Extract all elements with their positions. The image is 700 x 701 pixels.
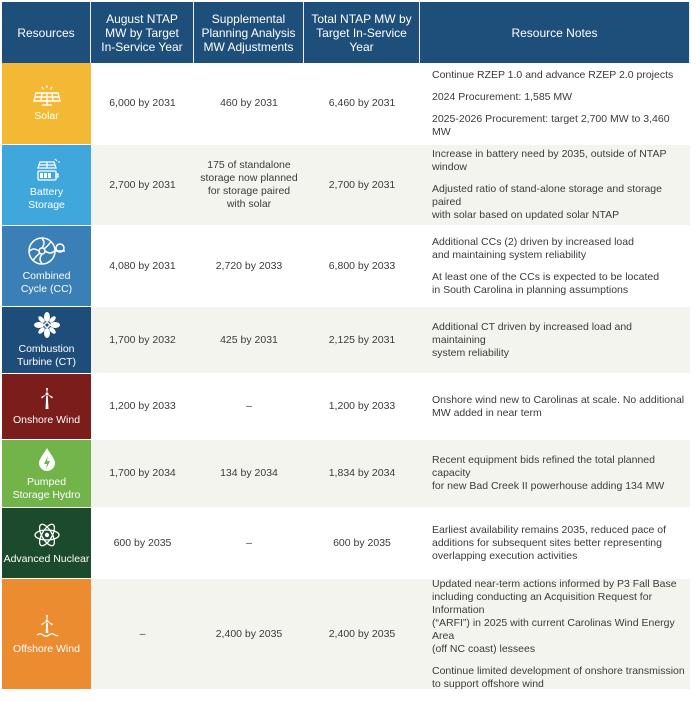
note-line: At least one of the CCs is expected to b… (432, 270, 660, 296)
atom-icon (33, 521, 61, 553)
resource-notes: Earliest availability remains 2035, redu… (420, 508, 690, 579)
adjustment-value: 2,720 by 2033 (194, 226, 304, 307)
total-value: 2,700 by 2031 (304, 145, 420, 226)
adjustment-value: – (194, 374, 304, 440)
note-line: Additional CCs (2) driven by increased l… (432, 235, 634, 261)
resource-cell: Advanced Nuclear (2, 508, 91, 579)
resource-label: Battery Storage (28, 186, 65, 211)
solar-panel-icon (32, 84, 62, 110)
adjustment-value: 2,400 by 2035 (194, 579, 304, 690)
total-value: 6,460 by 2031 (304, 63, 420, 145)
adjustment-value: – (194, 508, 304, 579)
ntap-value: 1,700 by 2032 (91, 307, 194, 374)
ntap-value: 4,080 by 2031 (91, 226, 194, 307)
fan-icon (33, 311, 61, 343)
resource-label: Combustion Turbine (CT) (16, 343, 77, 368)
resource-cell: Battery Storage (2, 145, 91, 226)
resource-cell: Solar (2, 63, 91, 145)
total-value: 1,200 by 2033 (304, 374, 420, 440)
resource-cell: Onshore Wind (2, 374, 91, 440)
battery-solar-icon (32, 158, 62, 186)
resource-cell: Combined Cycle (CC) (2, 226, 91, 307)
resource-notes: Continue RZEP 1.0 and advance RZEP 2.0 p… (420, 63, 690, 145)
resource-label: Advanced Nuclear (3, 552, 90, 565)
resource-notes: Increase in battery need by 2035, outsid… (420, 145, 690, 226)
adjustment-value: 460 by 2031 (194, 63, 304, 145)
ntap-value: 600 by 2035 (91, 508, 194, 579)
note-line: Continue RZEP 1.0 and advance RZEP 2.0 p… (432, 68, 674, 81)
resource-label: Pumped Storage Hydro (12, 475, 81, 501)
resource-notes: Recent equipment bids refined the total … (420, 440, 690, 508)
resource-notes: Onshore wind new to Carolinas at scale. … (420, 374, 690, 440)
total-value: 2,400 by 2035 (304, 579, 420, 690)
adjustment-value: 134 by 2034 (194, 440, 304, 508)
turbine-icon (27, 236, 67, 270)
ntap-value: 1,200 by 2033 (91, 374, 194, 440)
header-august-ntap: August NTAP MW by Target In-Service Year (91, 2, 194, 63)
resource-notes: Additional CT driven by increased load a… (420, 307, 690, 374)
ntap-value: 1,700 by 2034 (91, 440, 194, 508)
total-value: 1,834 by 2034 (304, 440, 420, 508)
wind-turbine-icon (37, 386, 57, 414)
header-resources: Resources (2, 2, 91, 63)
total-value: 2,125 by 2031 (304, 307, 420, 374)
total-value: 600 by 2035 (304, 508, 420, 579)
resource-notes: Additional CCs (2) driven by increased l… (420, 226, 690, 307)
note-line: Continue limited development of onshore … (432, 664, 685, 690)
resource-label: Offshore Wind (13, 642, 80, 655)
note-line: Adjusted ratio of stand-alone storage an… (432, 183, 662, 221)
resource-cell: Offshore Wind (2, 579, 91, 690)
note-line: Additional CT driven by increased load a… (432, 320, 633, 359)
note-line: Increase in battery need by 2035, outsid… (432, 148, 667, 173)
ntap-value: – (91, 579, 194, 690)
resource-table: Resources August NTAP MW by Target In-Se… (2, 2, 690, 690)
resource-cell: Pumped Storage Hydro (2, 440, 91, 508)
note-line: Earliest availability remains 2035, redu… (432, 523, 667, 562)
resource-label: Solar (34, 110, 59, 122)
offshore-wind-icon (35, 613, 59, 643)
header-supplemental-adjustments: Supplemental Planning Analysis MW Adjust… (194, 2, 304, 63)
resource-notes: Updated near-term actions informed by P3… (420, 577, 690, 690)
total-value: 6,800 by 2033 (304, 226, 420, 307)
note-line: Updated near-term actions informed by P3… (432, 577, 677, 655)
adjustment-value: 175 of standalone storage now planned fo… (194, 145, 304, 226)
ntap-value: 6,000 by 2031 (91, 63, 194, 145)
resource-cell: Combustion Turbine (CT) (2, 307, 91, 374)
header-total-ntap: Total NTAP MW by Target In-Service Year (304, 2, 420, 63)
header-resource-notes: Resource Notes (420, 2, 690, 63)
adjustment-value: 425 by 2031 (194, 307, 304, 374)
water-drop-icon (37, 446, 57, 476)
note-line: 2024 Procurement: 1,585 MW (432, 90, 573, 103)
resource-label: Onshore Wind (12, 414, 81, 426)
note-line: Onshore wind new to Carolinas at scale. … (432, 393, 685, 419)
resource-label: Combined Cycle (CC) (20, 270, 73, 295)
note-line: 2025-2026 Procurement: target 2,700 MW t… (432, 112, 670, 138)
note-line: Recent equipment bids refined the total … (432, 454, 665, 492)
ntap-value: 2,700 by 2031 (91, 145, 194, 226)
